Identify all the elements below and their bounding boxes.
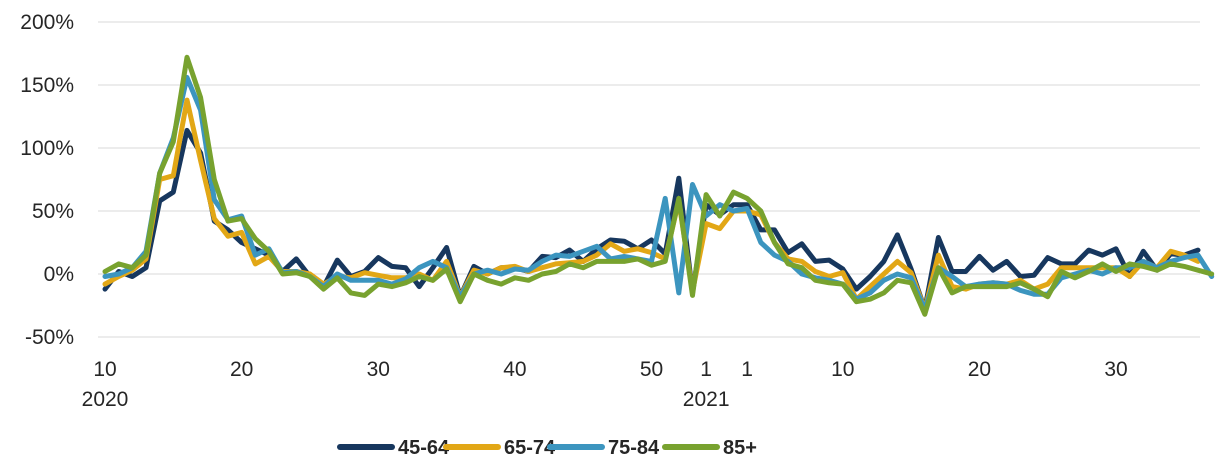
x-tick-label: 50 — [640, 358, 663, 381]
legend-label: 75-84 — [608, 437, 660, 459]
x-year-label: 2020 — [82, 388, 129, 411]
legend-label: 85+ — [723, 437, 757, 459]
x-tick-label: 20 — [968, 358, 991, 381]
series-line-85+ — [102, 54, 1215, 317]
y-axis-tick-labels: -50% 0% 50% 100% 150% 200% — [20, 11, 74, 349]
y-tick-label: 150% — [20, 74, 74, 97]
x-tick-label: 30 — [1104, 358, 1127, 381]
legend-label: 45-64 — [398, 437, 450, 459]
x-tick-label: 20 — [230, 358, 253, 381]
x-axis-tick-labels: 1020304050111020303920202021 — [82, 358, 1128, 411]
y-tick-label: -50% — [25, 326, 74, 349]
series-lines — [102, 54, 1215, 317]
y-tick-label: 100% — [20, 137, 74, 160]
x-year-label: 2021 — [683, 388, 730, 411]
series-line-75-84 — [102, 74, 1215, 312]
y-tick-label: 50% — [32, 200, 74, 223]
series-line-45-64 — [102, 127, 1201, 312]
y-tick-label: 200% — [20, 11, 74, 34]
x-tick-label: 1 — [700, 358, 712, 381]
y-tick-label: 0% — [44, 263, 74, 286]
x-tick-label: 40 — [503, 358, 526, 381]
legend-label: 65-74 — [504, 437, 556, 459]
legend: 45-64 65-74 75-84 85+ — [337, 437, 757, 459]
x-tick-label: 10 — [93, 358, 116, 381]
x-tick-label: 30 — [367, 358, 390, 381]
series-line-65-74 — [102, 97, 1201, 312]
x-tick-label: 10 — [831, 358, 854, 381]
x-tick-label: 1 — [741, 358, 753, 381]
